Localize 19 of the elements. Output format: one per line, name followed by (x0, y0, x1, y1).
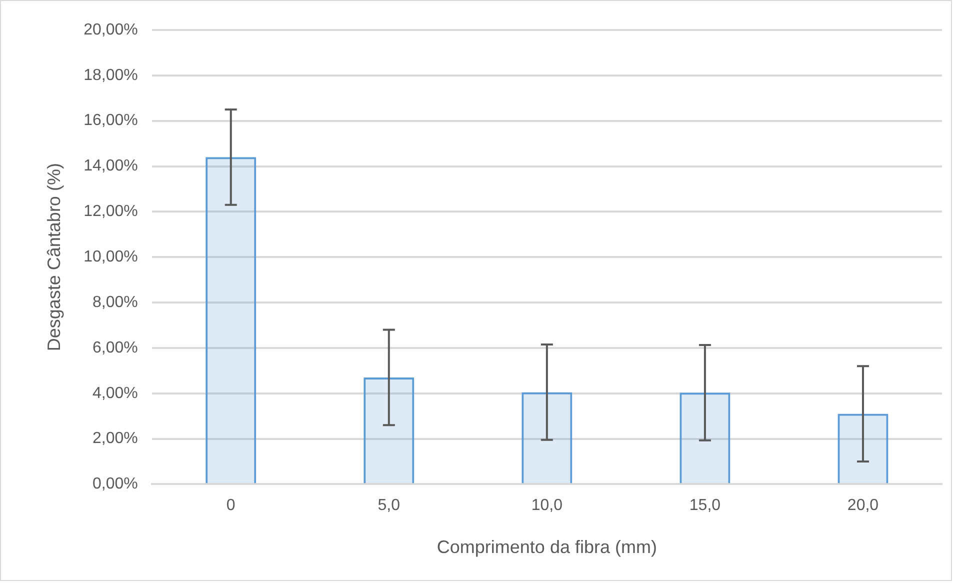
y-tick-label: 16,00% (84, 112, 138, 130)
y-tick-label: 20,00% (84, 21, 138, 38)
x-axis-title: Comprimento da fibra (mm) (436, 537, 657, 558)
x-tick-label: 20,0 (847, 497, 879, 514)
y-tick-label: 8,00% (92, 294, 138, 311)
y-tick-label: 2,00% (92, 430, 138, 448)
y-tick-label: 12,00% (84, 203, 138, 220)
x-tick-label: 15,0 (689, 497, 721, 514)
y-tick-label: 10,00% (84, 248, 138, 266)
y-tick-label: 0,00% (92, 476, 138, 493)
bar (206, 157, 256, 484)
y-tick-label: 14,00% (84, 158, 138, 175)
y-tick-label: 6,00% (92, 339, 138, 356)
y-axis-title: Desgaste Cântabro (%) (44, 163, 64, 352)
y-tick-label: 4,00% (92, 384, 138, 402)
y-tick-label: 18,00% (84, 66, 138, 84)
x-tick-label: 5,0 (378, 497, 400, 514)
x-tick-label: 0 (226, 497, 236, 514)
x-tick-label: 10,0 (531, 497, 563, 514)
